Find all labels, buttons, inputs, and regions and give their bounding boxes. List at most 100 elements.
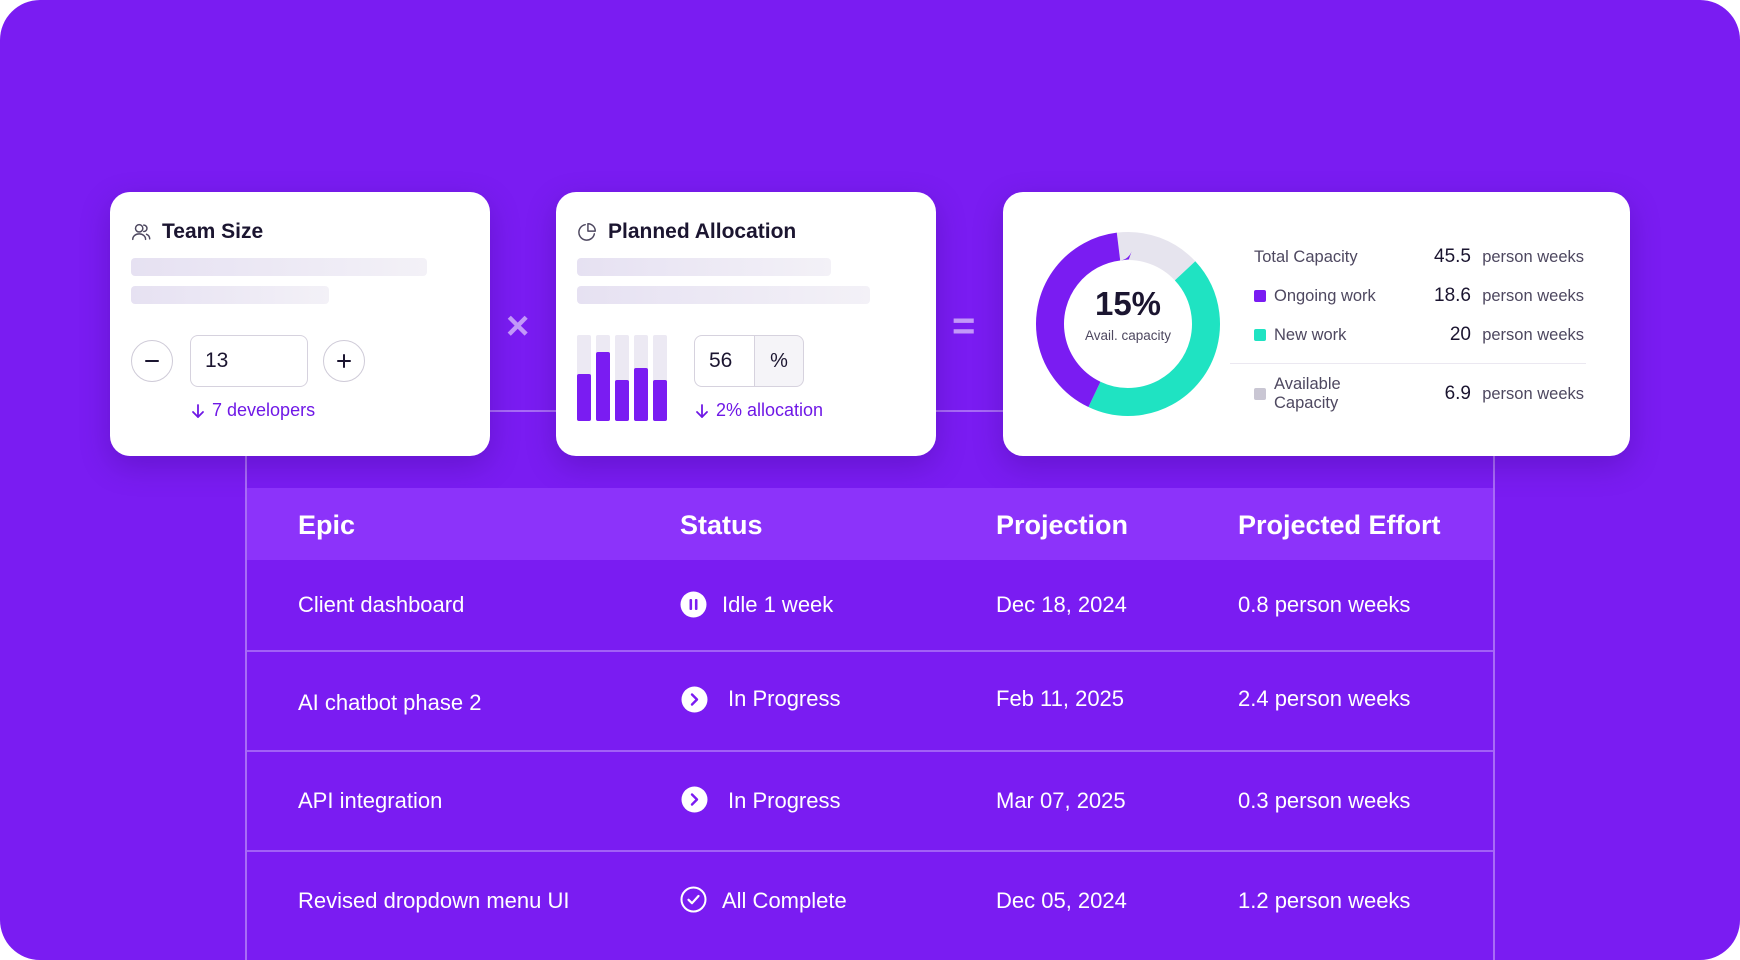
- decrement-button[interactable]: [131, 340, 173, 382]
- legend-value: 20: [1449, 324, 1471, 345]
- legend-label: Ongoing work: [1274, 286, 1376, 305]
- column-header-epic: Epic: [298, 510, 356, 540]
- status-cell: Idle 1 week: [722, 592, 834, 617]
- team-size-title: Team Size: [130, 217, 263, 247]
- donut-percent: 15%: [1094, 285, 1162, 322]
- legend-unit: person weeks: [1482, 325, 1584, 344]
- allocation-bar-fill: [634, 368, 648, 421]
- epic-cell: API integration: [298, 788, 443, 813]
- legend-swatch-ongoing: [1254, 290, 1266, 302]
- projection-cell: Mar 07, 2025: [996, 788, 1126, 813]
- projection-cell: Dec 05, 2024: [996, 888, 1127, 913]
- status-cell: All Complete: [722, 888, 847, 913]
- planned-allocation-title-text: Planned Allocation: [608, 220, 797, 243]
- connector-line: [1493, 456, 1495, 488]
- table-row[interactable]: Client dashboard Idle 1 week Dec 18, 202…: [247, 560, 1493, 650]
- team-size-hint: 7 developers: [190, 400, 315, 421]
- team-size-card: Team Size 7 developers: [110, 192, 490, 456]
- arrow-down-icon: [696, 403, 708, 418]
- allocation-unit-text: %: [770, 349, 788, 372]
- plus-icon: [337, 354, 351, 368]
- planned-allocation-card: Planned Allocation % 2% allocation: [556, 192, 936, 456]
- legend-swatch-available: [1254, 388, 1266, 400]
- effort-cell: 2.4 person weeks: [1238, 686, 1411, 711]
- allocation-hint: 2% allocation: [694, 400, 823, 421]
- allocation-bar: [577, 335, 591, 421]
- donut-segment-new: [1036, 232, 1220, 416]
- users-icon: [132, 223, 151, 241]
- projection-cell: Dec 18, 2024: [996, 592, 1127, 617]
- column-header-projection: Projection: [996, 510, 1129, 540]
- multiply-operator: ×: [506, 304, 530, 348]
- status-cell: In Progress: [728, 788, 841, 813]
- allocation-hint-text: 2% allocation: [716, 400, 824, 420]
- donut-center: 15% Avail. capacity: [1058, 285, 1198, 344]
- allocation-bar: [634, 335, 648, 421]
- minus-icon: [145, 360, 159, 362]
- epic-cell: Revised dropdown menu UI: [298, 888, 570, 913]
- connector-line: [245, 456, 247, 488]
- equals-operator: =: [952, 304, 976, 348]
- status-cell: In Progress: [728, 686, 841, 711]
- allocation-bar-fill: [577, 374, 591, 421]
- donut-segment-ongoing: [1036, 232, 1220, 416]
- legend-value: 18.6: [1434, 285, 1471, 306]
- legend-unit: person weeks: [1482, 286, 1584, 305]
- team-size-input[interactable]: [190, 335, 308, 387]
- allocation-bars: [577, 335, 667, 421]
- chevron-right-icon: [681, 686, 708, 713]
- connector-line: [490, 410, 556, 412]
- legend-label: Available Capacity: [1274, 375, 1341, 412]
- placeholder-line: [577, 258, 831, 276]
- table-row[interactable]: AI chatbot phase 2 In Progress Feb 11, 2…: [247, 650, 1493, 750]
- legend-swatch-new: [1254, 329, 1266, 341]
- allocation-bar-fill: [596, 352, 610, 421]
- capacity-donut-chart: [1036, 232, 1220, 416]
- legend-unit: person weeks: [1482, 384, 1584, 403]
- legend-value: 45.5: [1434, 246, 1471, 267]
- allocation-bar-fill: [653, 380, 667, 421]
- chevron-right-icon: [681, 786, 708, 813]
- legend-unit: person weeks: [1482, 247, 1584, 266]
- legend-label: New work: [1274, 325, 1347, 344]
- pie-chart-icon: [578, 223, 596, 241]
- donut-label: Avail. capacity: [1084, 328, 1172, 343]
- epic-cell: Client dashboard: [298, 592, 465, 617]
- effort-cell: 1.2 person weeks: [1238, 888, 1411, 913]
- table-row[interactable]: API integration In Progress Mar 07, 2025…: [247, 750, 1493, 850]
- projection-cell: Feb 11, 2025: [996, 686, 1125, 711]
- effort-cell: 0.3 person weeks: [1238, 788, 1411, 813]
- column-header-effort: Projected Effort: [1238, 510, 1441, 540]
- allocation-bar: [653, 335, 667, 421]
- legend-label: Total Capacity: [1254, 247, 1358, 266]
- allocation-bar: [596, 335, 610, 421]
- arrow-down-icon: [192, 403, 204, 418]
- table-header: Epic Status Projection Projected Effort: [247, 488, 1493, 560]
- legend-row-total: Total Capacity 45.5 person weeks: [1254, 245, 1584, 269]
- planned-allocation-title: Planned Allocation: [576, 217, 796, 247]
- placeholder-line: [131, 258, 427, 276]
- legend-row-new: New work 20 person weeks: [1254, 323, 1584, 347]
- column-header-status: Status: [680, 510, 763, 540]
- allocation-unit: %: [754, 335, 804, 387]
- allocation-bar: [615, 335, 629, 421]
- allocation-input[interactable]: [694, 335, 756, 387]
- legend-row-ongoing: Ongoing work 18.6 person weeks: [1254, 284, 1584, 308]
- legend-value: 6.9: [1444, 383, 1471, 404]
- epics-table: Epic Status Projection Projected Effort …: [245, 488, 1495, 960]
- check-circle-icon: [680, 886, 707, 913]
- table-row[interactable]: Revised dropdown menu UI All Complete De…: [247, 850, 1493, 960]
- placeholder-line: [131, 286, 329, 304]
- team-size-title-text: Team Size: [162, 220, 264, 243]
- legend-row-available: Available Capacity 6.9 person weeks: [1254, 375, 1584, 412]
- effort-cell: 0.8 person weeks: [1238, 592, 1411, 617]
- connector-line: [935, 410, 1003, 412]
- team-size-hint-text: 7 developers: [212, 400, 316, 420]
- epic-cell: AI chatbot phase 2: [298, 690, 482, 715]
- pause-icon: [680, 591, 707, 618]
- increment-button[interactable]: [323, 340, 365, 382]
- legend-divider: [1230, 363, 1586, 364]
- allocation-bar-fill: [615, 380, 629, 421]
- placeholder-line: [577, 286, 870, 304]
